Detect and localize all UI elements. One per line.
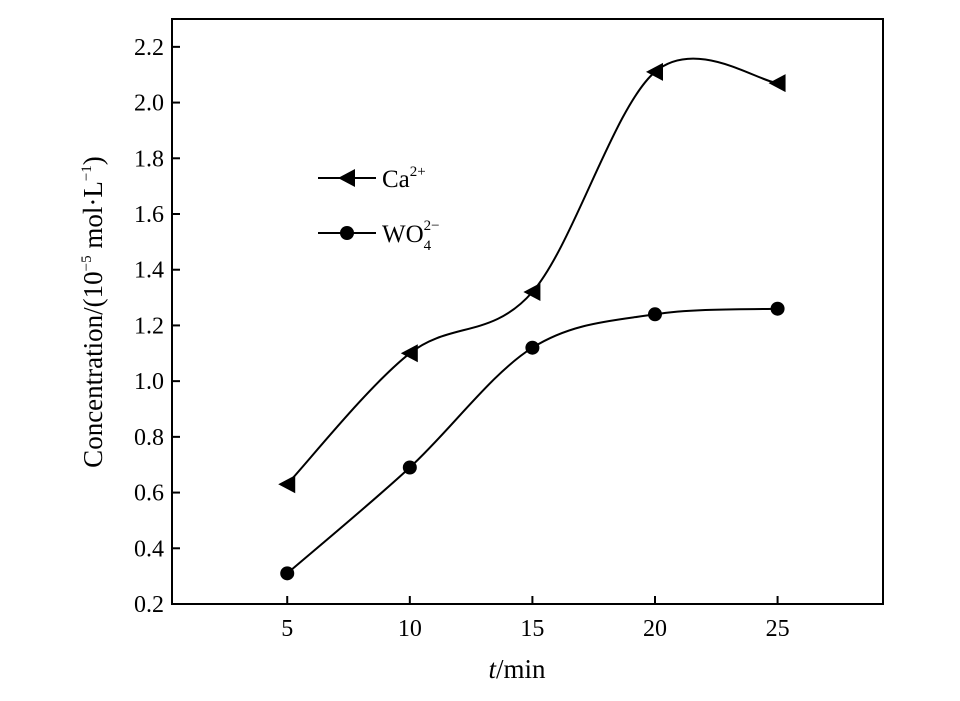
series-line [286,57,778,485]
data-point [647,307,662,322]
plot-frame [171,18,884,605]
legend-marker [340,226,354,240]
y-tick-label: 1.4 [134,258,164,284]
legend-label-superscript: 2− [424,218,440,234]
y-tick-label: 1.2 [134,313,164,339]
legend-label-subscript: 4 [424,238,432,254]
y-tick-label: 0.8 [134,425,164,451]
y-tick-label: 2.0 [134,91,164,117]
legend-item: Ca2+ [318,164,426,193]
y-axis-title-exponent-2: −1 [79,165,95,181]
axis-ticks: 5 10 15 20 25 0.2 0.4 0.6 0.8 1.0 1.2 1.4 1.6 1.8 2.0 2… [134,35,790,642]
series-2 [280,301,785,581]
y-tick-label: 1.0 [134,369,164,395]
legend-marker [338,169,355,187]
legend: Ca2+ WO4 2− [318,164,440,254]
y-axis-title-close: ) [78,156,108,165]
x-axis-title: t/min [488,654,546,684]
data-point [525,340,540,355]
data-point [770,301,785,316]
y-tick-label: 1.8 [134,146,164,172]
data-point [402,460,417,475]
x-axis-title-italic: t [488,654,497,684]
y-axis-title-prefix: Concentration/(10 [78,271,108,467]
x-tick-label: 15 [520,616,544,642]
data-point [645,62,663,81]
data-point [523,283,541,301]
x-tick-label: 10 [398,616,422,642]
data-point [280,566,295,581]
legend-label-base: WO [382,221,424,248]
y-axis-title-exponent: −5 [79,255,95,271]
y-axis-title: Concentration/(10−5 mol·L−1) [78,156,108,468]
series-layer [278,57,786,581]
x-tick-label: 20 [643,616,667,642]
legend-label: Ca2+ [382,164,426,193]
y-tick-label: 2.2 [134,35,164,61]
y-axis-title-unit: mol·L [78,181,108,255]
legend-label: WO4 2− [382,218,440,254]
x-axis-title-unit: /min [496,654,546,684]
data-point [400,344,418,363]
legend-label-superscript: 2+ [410,164,426,180]
y-tick-label: 0.2 [134,592,164,618]
x-tick-label: 5 [281,616,293,642]
x-tick-label: 25 [766,616,790,642]
legend-label-base: Ca [382,166,410,193]
y-tick-label: 1.6 [134,202,164,228]
y-tick-label: 0.6 [134,481,164,507]
series-1 [278,57,786,494]
data-point [768,74,786,93]
y-tick-label: 0.4 [134,536,164,562]
legend-item: WO4 2− [318,218,440,254]
data-point [278,475,296,494]
